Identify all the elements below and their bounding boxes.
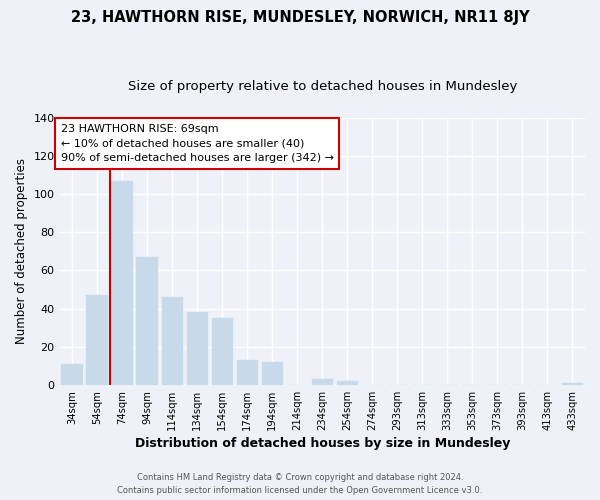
Bar [262,362,283,385]
Text: 23, HAWTHORN RISE, MUNDESLEY, NORWICH, NR11 8JY: 23, HAWTHORN RISE, MUNDESLEY, NORWICH, N… [71,10,529,25]
Bar [212,318,233,385]
Bar [86,296,108,385]
Text: 23 HAWTHORN RISE: 69sqm
← 10% of detached houses are smaller (40)
90% of semi-de: 23 HAWTHORN RISE: 69sqm ← 10% of detache… [61,124,334,163]
Text: Contains HM Land Registry data © Crown copyright and database right 2024.
Contai: Contains HM Land Registry data © Crown c… [118,473,482,495]
Bar [311,379,333,385]
Bar [136,257,158,385]
Title: Size of property relative to detached houses in Mundesley: Size of property relative to detached ho… [128,80,517,93]
Bar [161,297,183,385]
Bar [337,381,358,385]
Bar [187,312,208,385]
X-axis label: Distribution of detached houses by size in Mundesley: Distribution of detached houses by size … [134,437,510,450]
Y-axis label: Number of detached properties: Number of detached properties [15,158,28,344]
Bar [562,383,583,385]
Bar [112,181,133,385]
Bar [236,360,258,385]
Bar [61,364,83,385]
